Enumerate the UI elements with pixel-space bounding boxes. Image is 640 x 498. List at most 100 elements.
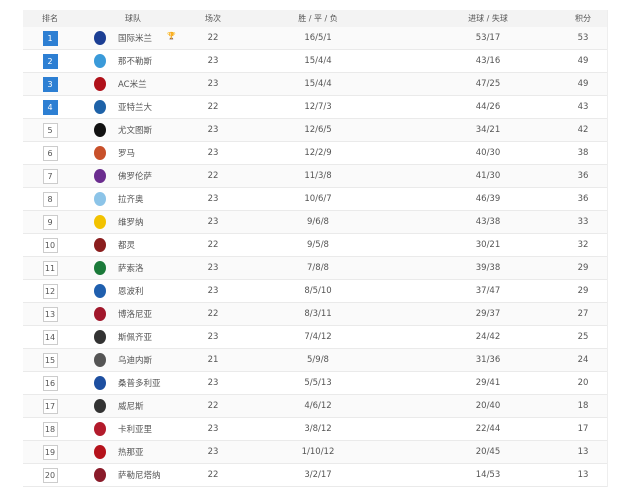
played-cell: 22 bbox=[207, 33, 219, 43]
table-row[interactable]: 7 佛罗伦萨 22 11/3/8 41/30 36 bbox=[23, 165, 607, 188]
team-name[interactable]: 那不勒斯 bbox=[118, 57, 153, 67]
table-row[interactable]: 20 萨勒尼塔纳 22 3/2/17 14/53 13 bbox=[23, 464, 607, 487]
team-name[interactable]: 恩波利 bbox=[118, 287, 144, 297]
points-cell: 13 bbox=[577, 447, 589, 457]
table-row[interactable]: 5 尤文图斯 23 12/6/5 34/21 42 bbox=[23, 119, 607, 142]
goals-cell: 43/38 bbox=[475, 217, 501, 227]
table-row[interactable]: 14 斯佩齐亚 23 7/4/12 24/42 25 bbox=[23, 326, 607, 349]
team-logo-icon bbox=[94, 31, 106, 45]
wdl-cell: 8/3/11 bbox=[304, 309, 332, 319]
rank-badge: 1 bbox=[42, 30, 58, 46]
table-row[interactable]: 16 桑普多利亚 23 5/5/13 29/41 20 bbox=[23, 372, 607, 395]
table-row[interactable]: 8 拉齐奥 23 10/6/7 46/39 36 bbox=[23, 188, 607, 211]
rank-cell: 1 bbox=[33, 27, 67, 49]
table-row[interactable]: 19 热那亚 23 1/10/12 20/45 13 bbox=[23, 441, 607, 464]
wdl-cell: 4/6/12 bbox=[304, 401, 332, 411]
team-name[interactable]: 乌迪内斯 bbox=[118, 356, 153, 366]
team-logo-icon bbox=[94, 54, 106, 68]
table-row[interactable]: 2 那不勒斯 23 15/4/4 43/16 49 bbox=[23, 50, 607, 73]
rank-badge: 11 bbox=[42, 260, 58, 276]
team-name[interactable]: 威尼斯 bbox=[118, 402, 144, 412]
rank-cell: 20 bbox=[33, 464, 67, 486]
points-cell: 33 bbox=[577, 217, 589, 227]
played-cell: 23 bbox=[207, 378, 219, 388]
team-logo-icon bbox=[94, 445, 106, 459]
team-logo-icon bbox=[94, 192, 106, 206]
table-row[interactable]: 9 维罗纳 23 9/6/8 43/38 33 bbox=[23, 211, 607, 234]
table-row[interactable]: 17 威尼斯 22 4/6/12 20/40 18 bbox=[23, 395, 607, 418]
table-row[interactable]: 10 都灵 22 9/5/8 30/21 32 bbox=[23, 234, 607, 257]
rank-cell: 7 bbox=[33, 165, 67, 187]
played-cell: 23 bbox=[207, 194, 219, 204]
team-name[interactable]: 国际米兰 bbox=[118, 34, 153, 44]
goals-cell: 24/42 bbox=[475, 332, 501, 342]
wdl-cell: 3/2/17 bbox=[304, 470, 332, 480]
goals-cell: 39/38 bbox=[475, 263, 501, 273]
team-logo-icon bbox=[94, 146, 106, 160]
rank-badge: 7 bbox=[42, 168, 58, 184]
played-cell: 23 bbox=[207, 125, 219, 135]
team-name[interactable]: 桑普多利亚 bbox=[118, 379, 161, 389]
rank-cell: 10 bbox=[33, 234, 67, 256]
points-cell: 36 bbox=[577, 194, 589, 204]
table-row[interactable]: 6 罗马 23 12/2/9 40/30 38 bbox=[23, 142, 607, 165]
wdl-cell: 8/5/10 bbox=[304, 286, 332, 296]
goals-cell: 31/36 bbox=[475, 355, 501, 365]
team-name[interactable]: 尤文图斯 bbox=[118, 126, 153, 136]
rank-badge: 12 bbox=[42, 283, 58, 299]
goals-cell: 14/53 bbox=[475, 470, 501, 480]
wdl-cell: 10/6/7 bbox=[304, 194, 332, 204]
table-row[interactable]: 13 博洛尼亚 22 8/3/11 29/37 27 bbox=[23, 303, 607, 326]
rank-badge: 17 bbox=[42, 398, 58, 414]
rank-badge: 10 bbox=[42, 237, 58, 253]
team-name[interactable]: 拉齐奥 bbox=[118, 195, 144, 205]
points-cell: 38 bbox=[577, 148, 589, 158]
team-name[interactable]: 斯佩齐亚 bbox=[118, 333, 153, 343]
team-name[interactable]: 萨索洛 bbox=[118, 264, 144, 274]
points-cell: 29 bbox=[577, 263, 589, 273]
points-cell: 20 bbox=[577, 378, 589, 388]
goals-cell: 43/16 bbox=[475, 56, 501, 66]
rank-cell: 9 bbox=[33, 211, 67, 233]
rank-cell: 5 bbox=[33, 119, 67, 141]
rank-badge: 14 bbox=[42, 329, 58, 345]
team-logo-icon bbox=[94, 307, 106, 321]
team-name[interactable]: 维罗纳 bbox=[118, 218, 144, 228]
table-row[interactable]: 15 乌迪内斯 21 5/9/8 31/36 24 bbox=[23, 349, 607, 372]
table-row[interactable]: 3 AC米兰 23 15/4/4 47/25 49 bbox=[23, 73, 607, 96]
table-row[interactable]: 4 亚特兰大 22 12/7/3 44/26 43 bbox=[23, 96, 607, 119]
played-cell: 22 bbox=[207, 102, 219, 112]
played-cell: 22 bbox=[207, 240, 219, 250]
played-cell: 23 bbox=[207, 447, 219, 457]
goals-cell: 22/44 bbox=[475, 424, 501, 434]
played-cell: 22 bbox=[207, 401, 219, 411]
team-name[interactable]: AC米兰 bbox=[118, 80, 147, 90]
table-row[interactable]: 1 国际米兰 🏆 22 16/5/1 53/17 53 bbox=[23, 27, 607, 50]
team-logo-icon bbox=[94, 238, 106, 252]
played-cell: 23 bbox=[207, 217, 219, 227]
rank-badge: 3 bbox=[42, 76, 58, 92]
rank-badge: 15 bbox=[42, 352, 58, 368]
team-name[interactable]: 亚特兰大 bbox=[118, 103, 153, 113]
points-cell: 53 bbox=[577, 33, 589, 43]
team-name[interactable]: 博洛尼亚 bbox=[118, 310, 153, 320]
team-name[interactable]: 卡利亚里 bbox=[118, 425, 153, 435]
played-cell: 22 bbox=[207, 470, 219, 480]
rank-badge: 8 bbox=[42, 191, 58, 207]
team-logo-icon bbox=[94, 468, 106, 482]
table-row[interactable]: 11 萨索洛 23 7/8/8 39/38 29 bbox=[23, 257, 607, 280]
team-name[interactable]: 热那亚 bbox=[118, 448, 144, 458]
team-logo-icon bbox=[94, 169, 106, 183]
team-name[interactable]: 佛罗伦萨 bbox=[118, 172, 153, 182]
team-name[interactable]: 都灵 bbox=[118, 241, 136, 251]
header-played: 场次 bbox=[205, 14, 221, 23]
table-row[interactable]: 18 卡利亚里 23 3/8/12 22/44 17 bbox=[23, 418, 607, 441]
played-cell: 22 bbox=[207, 171, 219, 181]
rank-badge: 5 bbox=[42, 122, 58, 138]
wdl-cell: 9/5/8 bbox=[307, 240, 329, 250]
team-name[interactable]: 罗马 bbox=[118, 149, 136, 159]
table-row[interactable]: 12 恩波利 23 8/5/10 37/47 29 bbox=[23, 280, 607, 303]
played-cell: 23 bbox=[207, 56, 219, 66]
team-name[interactable]: 萨勒尼塔纳 bbox=[118, 471, 161, 481]
wdl-cell: 5/9/8 bbox=[307, 355, 329, 365]
